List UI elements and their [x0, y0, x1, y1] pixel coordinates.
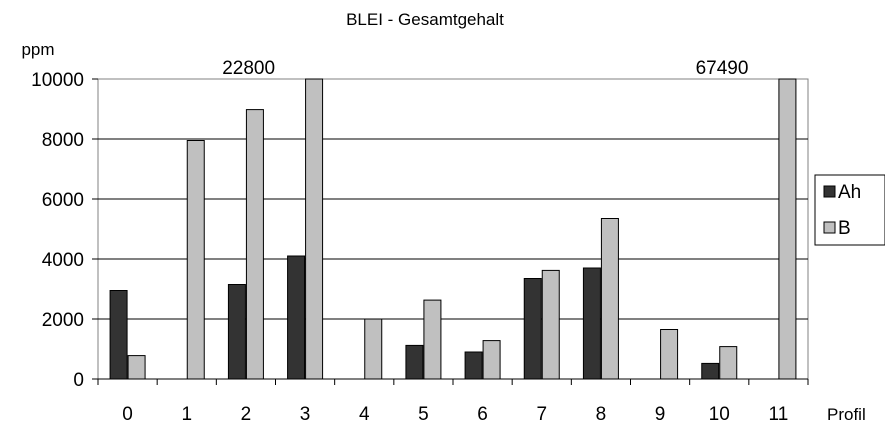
- y-tick-label: 4000: [42, 250, 84, 271]
- x-axis-label: Profil: [827, 405, 866, 424]
- bar-B-2: [245, 109, 264, 380]
- y-tick-label: 8000: [42, 130, 84, 151]
- bar-B-0: [127, 355, 146, 380]
- x-tick-label: 7: [536, 404, 547, 425]
- y-axis-label: ppm: [21, 40, 54, 59]
- bar-Ah-7: [523, 278, 542, 380]
- x-tick-label: 6: [477, 404, 488, 425]
- bar-Ah-6: [464, 351, 483, 380]
- bar-B-7: [541, 269, 560, 380]
- bar-B-5: [423, 299, 442, 380]
- bar-B-6: [482, 340, 501, 380]
- y-tick-label: 0: [73, 370, 84, 391]
- bar-B-1: [186, 140, 205, 380]
- y-tick-label: 10000: [31, 70, 84, 91]
- bar-Ah-0: [109, 290, 128, 380]
- annotation-label: 67490: [696, 58, 749, 79]
- bar-B-8: [600, 218, 619, 380]
- bar-B-3: [305, 78, 324, 380]
- y-tick-label: 2000: [42, 310, 84, 331]
- x-axis: 0 1 2 3 4 5 6 7 8 9 10 11: [97, 378, 809, 425]
- x-tick-label: 1: [181, 404, 192, 425]
- bar-Ah-8: [582, 267, 601, 380]
- bar-B-10: [719, 346, 738, 380]
- x-tick-label: 9: [655, 404, 666, 425]
- legend-label-B: B: [838, 218, 851, 239]
- bar-B-11: [778, 78, 797, 380]
- x-tick-label: 11: [769, 404, 789, 425]
- x-tick-label: 5: [418, 404, 429, 425]
- bar-Ah-5: [405, 344, 424, 380]
- legend-swatch-Ah: [823, 185, 836, 198]
- legend-label-Ah: Ah: [838, 182, 861, 203]
- legend: Ah B: [814, 174, 885, 246]
- chart-title: BLEI - Gesamtgehalt: [346, 10, 504, 29]
- annotation-label: 22800: [222, 58, 275, 79]
- x-tick-label: 8: [596, 404, 607, 425]
- x-tick-label: 0: [122, 404, 133, 425]
- x-tick-label: 10: [709, 404, 730, 425]
- bar-B-9: [660, 329, 679, 380]
- legend-swatch-B: [823, 221, 836, 234]
- bars: [109, 78, 797, 380]
- bar-Ah-10: [701, 362, 720, 380]
- x-tick-label: 2: [241, 404, 252, 425]
- gridlines: [98, 138, 808, 320]
- x-tick-label: 3: [300, 404, 311, 425]
- bar-Ah-2: [227, 284, 246, 380]
- bar-Ah-3: [287, 255, 306, 380]
- annotations: 22800 67490: [222, 58, 748, 79]
- bar-B-4: [364, 318, 383, 380]
- x-tick-label: 4: [359, 404, 370, 425]
- y-tick-label: 6000: [42, 190, 84, 211]
- y-axis: 0 2000 4000 6000 8000 10000: [31, 70, 98, 391]
